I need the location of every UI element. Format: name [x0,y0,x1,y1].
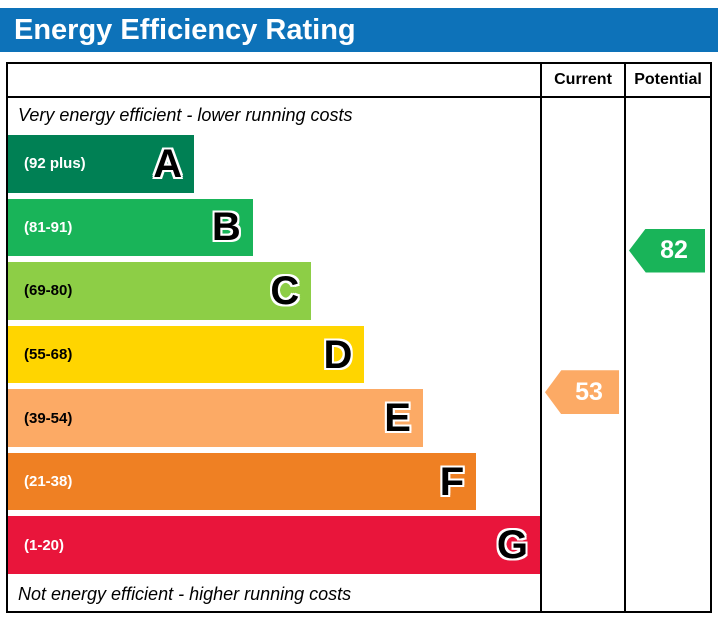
current-rating-value: 53 [575,377,603,406]
bands-column: Very energy efficient - lower running co… [8,98,540,611]
band-row-d: (55-68) D [8,323,540,387]
band-bar-f: (21-38) F [8,452,477,511]
current-rating-row-e: 53 [542,370,624,450]
band-range-label: (81-91) [24,218,73,236]
energy-efficiency-chart: Current Potential Very energy efficient … [6,62,712,613]
potential-rating-row-g [626,513,710,577]
potential-rating-row-e [626,386,710,450]
current-rating-row-b [542,196,624,260]
band-bar-a: (92 plus) A [8,135,195,193]
bands-container: (92 plus) A (81-91) B (69-80) C (55-68) D (39-54… [8,132,540,577]
band-row-f: (21-38) F [8,450,540,514]
band-row-b: (81-91) B [8,196,540,260]
top-note: Very energy efficient - lower running co… [18,104,353,125]
chart-body: Very energy efficient - lower running co… [8,98,710,611]
band-bar-b: (81-91) B [8,198,253,257]
page-title-text: Energy Efficiency Rating [14,13,356,46]
band-range-label: (39-54) [24,409,73,427]
bottom-note: Not energy efficient - higher running co… [18,583,352,604]
potential-rating-top-spacer [626,98,710,132]
band-row-e: (39-54) E [8,386,540,450]
band-letter: D [323,332,353,377]
band-letter: A [153,141,183,186]
band-letter: C [270,268,300,313]
bands-header-spacer [8,64,540,96]
current-rating-top-spacer [542,98,624,132]
band-range-label: (55-68) [24,346,73,364]
potential-column: 82 [624,98,710,611]
band-bar-c: (69-80) C [8,262,312,320]
chart-header-row: Current Potential [8,64,710,98]
potential-rating-bottom-spacer [626,577,710,611]
band-bar-g: (1-20) G [8,516,540,575]
current-column: 53 [540,98,624,611]
band-row-a: (92 plus) A [8,132,540,196]
current-rating-bottom-spacer [542,577,624,611]
band-letter: E [384,396,411,441]
band-letter: B [211,205,241,250]
potential-rating-row-a [626,132,710,196]
potential-rating-row-d [626,323,710,387]
band-row-g: (1-20) G [8,513,540,577]
current-rating-row-f [542,450,624,514]
band-range-label: (69-80) [24,282,73,300]
current-rating-arrow: 53 [545,370,619,415]
column-header-potential: Potential [624,64,710,96]
column-header-current: Current [540,64,624,96]
potential-rating-row-c [626,259,710,323]
band-range-label: (21-38) [24,473,73,491]
band-range-label: (1-20) [24,536,65,554]
current-rating-row-g [542,513,624,577]
potential-rating-arrow: 82 [629,228,705,273]
current-rating-row-a [542,132,624,196]
band-bar-e: (39-54) E [8,389,423,447]
band-letter: G [496,523,528,568]
potential-rating-row-f [626,450,710,514]
band-row-c: (69-80) C [8,259,540,323]
potential-rating-row-b: 82 [626,196,710,273]
band-letter: F [439,459,465,504]
potential-rating-value: 82 [660,236,688,264]
band-range-label: (92 plus) [24,155,86,173]
page-title: Energy Efficiency Rating [0,8,718,52]
current-rating-row-c [542,259,624,323]
band-bar-d: (55-68) D [8,325,365,384]
